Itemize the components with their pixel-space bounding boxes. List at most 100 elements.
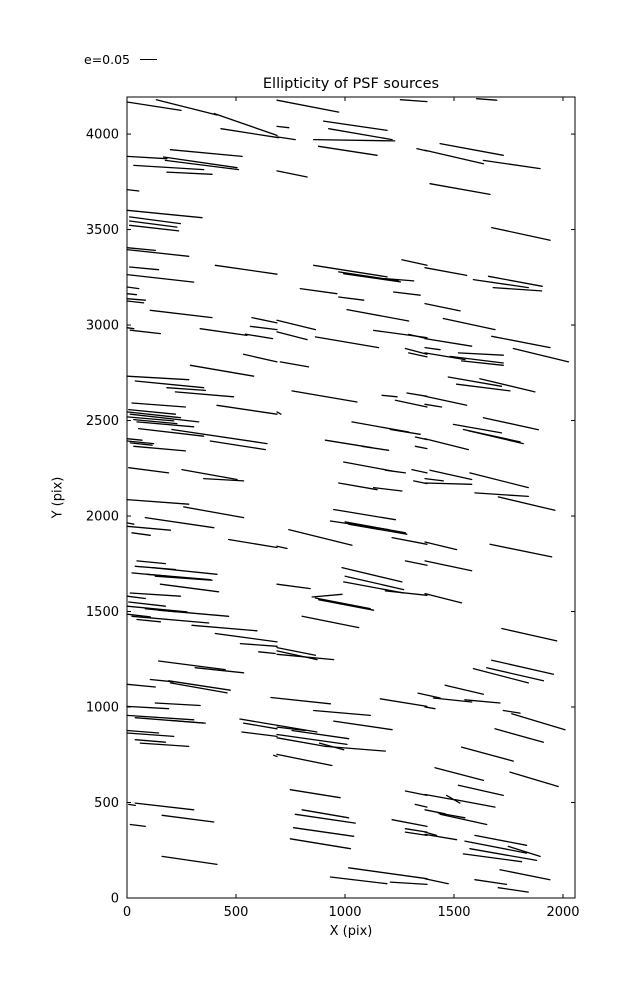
ellipticity-segment	[389, 428, 421, 435]
ellipticity-segment	[189, 364, 255, 377]
ellipticity-segment	[126, 522, 135, 525]
ellipticity-segment	[507, 845, 541, 858]
ellipticity-segment	[404, 831, 428, 837]
ellipticity-segment	[276, 411, 282, 415]
ellipticity-segment	[258, 651, 276, 655]
ellipticity-segment	[424, 438, 470, 451]
ellipticity-segment	[344, 575, 405, 591]
ellipticity-segment	[128, 601, 167, 607]
ellipticity-segment	[126, 613, 151, 618]
ellipticity-segment	[129, 442, 153, 446]
ellipticity-segment	[348, 523, 408, 535]
ellipticity-segment	[131, 615, 210, 624]
ellipticity-segment	[129, 592, 182, 597]
ellipticity-segment	[411, 468, 428, 474]
ellipticity-segment	[169, 719, 206, 724]
ellipticity-segment	[311, 593, 343, 598]
ellipticity-segment	[424, 706, 436, 710]
ellipticity-segment	[384, 277, 415, 282]
ellipticity-segment	[464, 699, 501, 704]
ellipticity-segment	[126, 440, 155, 445]
ellipticity-segment	[442, 317, 496, 331]
ellipticity-segment	[126, 411, 182, 419]
ellipticity-segment	[434, 767, 485, 782]
ellipticity-segment	[404, 347, 428, 355]
ellipticity-segment	[126, 595, 146, 600]
y-tick-label: 2000	[86, 510, 119, 525]
ellipticity-segment	[449, 355, 504, 364]
ellipticity-segment	[312, 709, 371, 717]
ellipticity-segment	[213, 112, 278, 137]
ellipticity-segment	[406, 392, 428, 397]
ellipticity-segment	[424, 831, 438, 837]
y-tick-label: 4000	[86, 128, 119, 143]
ellipticity-segment	[424, 560, 473, 572]
ellipticity-segment	[497, 887, 529, 893]
ellipticity-segment	[391, 536, 428, 545]
ellipticity-segment	[171, 428, 268, 445]
x-axis-label: X (pix)	[329, 924, 373, 939]
ellipticity-segment	[276, 170, 308, 178]
ellipticity-segment	[133, 418, 178, 425]
ellipticity-segment	[291, 390, 358, 403]
ellipticity-segment	[209, 440, 267, 451]
ellipticity-segment	[384, 469, 407, 474]
ellipticity-segment	[372, 486, 403, 492]
ellipticity-segment	[455, 383, 511, 392]
x-tick-label: 1000	[328, 905, 361, 920]
ellipticity-segment	[329, 876, 388, 885]
ellipticity-segment	[220, 128, 280, 139]
ellipticity-segment	[126, 273, 195, 283]
ellipticity-segment	[487, 275, 543, 287]
ellipticity-segment	[139, 742, 190, 748]
ellipticity-segment	[134, 802, 195, 811]
ellipticity-segment	[203, 477, 245, 482]
ellipticity-segment	[489, 543, 553, 558]
ellipticity-segment	[276, 583, 311, 590]
ellipticity-segment	[452, 423, 503, 434]
ellipticity-segment	[346, 308, 410, 322]
ellipticity-segment	[491, 226, 551, 241]
ellipticity-segment	[157, 660, 226, 671]
ellipticity-segment	[276, 650, 318, 661]
ellipticity-segment	[424, 878, 449, 885]
ellipticity-segment	[429, 469, 473, 481]
ellipticity-segment	[136, 618, 162, 623]
ellipticity-segment	[244, 333, 274, 340]
ellipticity-segment	[241, 731, 278, 738]
ellipticity-segment	[126, 293, 138, 296]
ellipticity-segment	[299, 287, 338, 295]
ellipticity-segment	[242, 353, 278, 363]
ellipticity-segment	[227, 538, 278, 549]
ellipticity-segment	[474, 879, 508, 886]
ellipticity-segment	[276, 319, 317, 331]
x-tick-label: 0	[123, 905, 131, 920]
ellipticity-segment	[183, 506, 245, 519]
axes-frame	[126, 96, 576, 899]
ellipticity-segment	[134, 380, 205, 389]
legend-label: e=0.05	[84, 52, 130, 67]
ellipticity-segment	[384, 590, 428, 596]
ellipticity-segment	[134, 739, 167, 743]
ellipticity-segment	[314, 336, 380, 349]
ellipticity-segment	[128, 216, 182, 225]
ellipticity-segment	[437, 812, 466, 819]
legend: e=0.05	[84, 52, 157, 67]
ellipticity-segment	[432, 697, 473, 703]
ellipticity-segment	[324, 745, 386, 752]
ellipticity-segment	[322, 120, 388, 132]
ellipticity-segment	[126, 525, 172, 531]
ellipticity-segment	[126, 705, 170, 710]
ellipticity-segment	[344, 521, 407, 534]
ellipticity-segment	[424, 793, 455, 801]
ellipticity-segment	[159, 583, 220, 593]
ellipticity-segment	[391, 819, 428, 828]
ellipticity-segment	[242, 722, 278, 730]
ellipticity-segment	[314, 597, 371, 610]
ellipticity-segment	[128, 803, 136, 807]
ellipticity-segment	[445, 794, 461, 804]
ellipticity-segment	[131, 402, 187, 408]
ellipticity-segment	[128, 224, 180, 232]
ellipticity-segment	[343, 461, 393, 472]
ellipticity-segment	[457, 784, 504, 797]
